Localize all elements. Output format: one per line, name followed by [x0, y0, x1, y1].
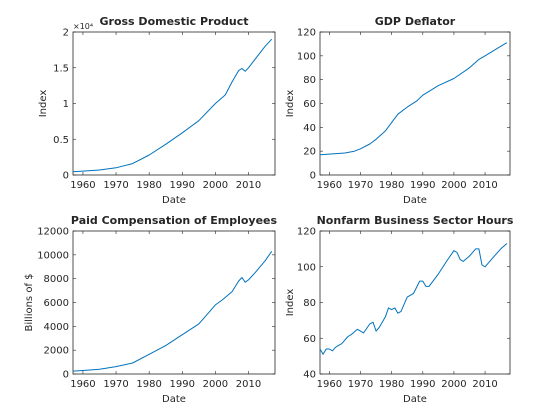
- compensation-xtick-label: 1970: [103, 379, 128, 390]
- deflator-title: GDP Deflator: [375, 15, 456, 28]
- hours-xtick-label: 1960: [317, 379, 342, 390]
- deflator-ytick-label: 0: [310, 171, 316, 182]
- gdp-xtick-label: 2000: [203, 180, 228, 191]
- hours-xtick-label: 2010: [472, 379, 497, 390]
- gdp-xtick-label: 1960: [70, 180, 95, 191]
- gdp-xtick-label: 1970: [103, 180, 128, 191]
- deflator-xtick-label: 1960: [317, 180, 342, 191]
- deflator-y-axis-label: Index: [285, 90, 296, 118]
- deflator-xtick-label: 2000: [441, 180, 466, 191]
- hours-ytick-label: 100: [297, 262, 316, 273]
- hours-x-axis-label: Date: [403, 394, 427, 405]
- hours-ytick-label: 40: [303, 370, 316, 381]
- deflator-ytick-label: 60: [303, 99, 316, 110]
- gdp-ytick-label: 1.5: [53, 63, 69, 74]
- hours-y-axis-label: Index: [285, 289, 296, 317]
- subplot-gdp: 1960 1970 1980 1990 2000 2010 0 0.5 1 1.5 2 ×10⁴ Gro…: [38, 15, 276, 206]
- gdp-title: Gross Domestic Product: [100, 15, 249, 28]
- compensation-ytick-label: 8000: [44, 274, 69, 285]
- gdp-ytick-label: 2: [63, 28, 69, 39]
- hours-xtick-label: 1980: [379, 379, 404, 390]
- gdp-y-axis-label: Index: [38, 90, 49, 118]
- gdp-series-line: [72, 38, 273, 173]
- compensation-xtick-label: 2010: [236, 379, 261, 390]
- compensation-xtick-label: 2000: [203, 379, 228, 390]
- compensation-ytick-label: 2000: [44, 346, 69, 357]
- deflator-series-line: [319, 42, 508, 156]
- compensation-axes-box: [72, 230, 276, 375]
- gdp-ytick-label: 0.5: [53, 135, 69, 146]
- deflator-xtick-label: 1980: [379, 180, 404, 191]
- hours-xtick-label: 2000: [441, 379, 466, 390]
- compensation-ytick-label: 12000: [37, 227, 69, 238]
- hours-ytick-label: 120: [297, 227, 316, 238]
- deflator-x-axis-label: Date: [403, 195, 427, 206]
- gdp-xtick-label: 2010: [236, 180, 261, 191]
- deflator-ytick-label: 120: [297, 28, 316, 39]
- hours-axes-box: [319, 230, 511, 375]
- deflator-ytick-label: 20: [303, 147, 316, 158]
- gdp-xtick-label: 1990: [170, 180, 195, 191]
- compensation-xtick-label: 1980: [136, 379, 161, 390]
- compensation-series-line: [72, 251, 273, 372]
- compensation-ytick-label: 4000: [44, 322, 69, 333]
- deflator-axes-box: [319, 31, 511, 176]
- gdp-ytick-label: 1: [63, 99, 69, 110]
- subplot-hours: 1960 1970 1980 1990 2000 2010 40 60 80 100 120Nonf…: [285, 214, 514, 405]
- compensation-title: Paid Compensation of Employees: [71, 214, 278, 227]
- compensation-ytick-label: 10000: [37, 250, 69, 261]
- hours-xtick-label: 1970: [348, 379, 373, 390]
- deflator-ytick-label: 40: [303, 123, 316, 134]
- hours-series-line: [319, 243, 508, 355]
- gdp-xtick-label: 1980: [136, 180, 161, 191]
- gdp-axes-box: [72, 31, 276, 176]
- compensation-ytick-label: 0: [63, 370, 69, 381]
- hours-ytick-label: 80: [303, 298, 316, 309]
- compensation-ytick-label: 6000: [44, 298, 69, 309]
- hours-ytick-label: 60: [303, 334, 316, 345]
- deflator-ytick-label: 100: [297, 51, 316, 62]
- compensation-xtick-label: 1960: [70, 379, 95, 390]
- gdp-x-axis-label: Date: [162, 195, 186, 206]
- compensation-y-axis-label: Billions of $: [24, 274, 35, 332]
- subplot-compensation: 1960 1970 1980 1990 2000 2010 0 2000 4000 6000 800…: [24, 214, 278, 405]
- deflator-xtick-label: 1990: [410, 180, 435, 191]
- hours-xtick-label: 1990: [410, 379, 435, 390]
- gdp-ytick-label: 0: [63, 171, 69, 182]
- compensation-x-axis-label: Date: [162, 394, 186, 405]
- gdp-y-exponent-label: ×10⁴: [73, 22, 93, 31]
- deflator-xtick-label: 2010: [472, 180, 497, 191]
- deflator-ytick-label: 80: [303, 75, 316, 86]
- compensation-xtick-label: 1990: [170, 379, 195, 390]
- deflator-xtick-label: 1970: [348, 180, 373, 191]
- hours-title: Nonfarm Business Sector Hours: [317, 214, 514, 227]
- subplot-deflator: 1960 1970 1980 1990 2000 2010 0 20 40 60 80 100 120 G…: [285, 15, 511, 206]
